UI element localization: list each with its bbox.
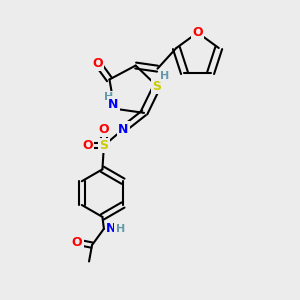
Text: N: N xyxy=(108,98,118,111)
Text: N: N xyxy=(106,222,116,235)
Text: S: S xyxy=(152,80,161,93)
Text: O: O xyxy=(192,26,203,39)
Text: S: S xyxy=(99,139,108,152)
Text: O: O xyxy=(82,139,93,152)
Text: N: N xyxy=(118,123,128,136)
Text: H: H xyxy=(160,71,170,81)
Text: O: O xyxy=(99,123,109,136)
Text: O: O xyxy=(92,57,103,70)
Text: H: H xyxy=(104,92,113,102)
Text: O: O xyxy=(72,236,83,249)
Text: H: H xyxy=(116,224,125,234)
